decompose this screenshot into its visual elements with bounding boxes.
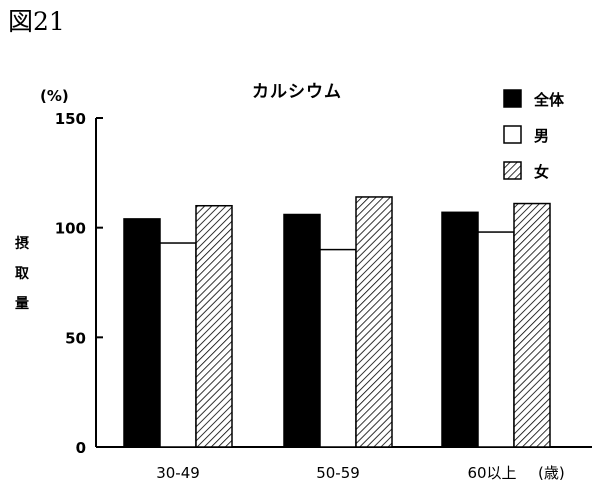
figure-label: 図21 [8, 7, 65, 36]
legend-label: 全体 [533, 91, 565, 109]
y-unit: (%) [40, 87, 69, 105]
y-axis-label-char: 摂 [15, 235, 29, 252]
y-axis-label-char: 量 [15, 296, 29, 312]
bar-male [477, 231, 515, 448]
legend-swatch [503, 125, 522, 144]
y-axis-label-char: 取 [15, 266, 30, 282]
legend-label: 男 [534, 127, 549, 145]
y-axis-label: 摂取量 [15, 235, 30, 312]
bar-total [123, 218, 161, 448]
y-tick-label: 150 [55, 110, 86, 128]
bar-female [513, 202, 551, 448]
x-tick-label: 50-59 [316, 464, 360, 482]
y-tick-label: 0 [76, 439, 86, 457]
x-unit: (歳) [538, 464, 565, 482]
bar-male [159, 242, 197, 448]
bar-total [283, 213, 321, 448]
chart-title: カルシウム [252, 82, 342, 102]
bar-male [319, 248, 357, 448]
legend-swatch [503, 89, 522, 108]
y-ticks: 0 50 100 150 [55, 110, 103, 457]
x-tick-label: 30-49 [156, 464, 200, 482]
bar-total [441, 211, 479, 448]
legend-label: 女 [534, 163, 549, 181]
x-tick-label: 60以上 [467, 464, 516, 482]
y-tick-label: 100 [55, 220, 86, 238]
bar-female [355, 196, 393, 448]
y-tick-label: 50 [65, 329, 86, 347]
bar-female [195, 204, 233, 448]
bars [123, 196, 551, 448]
x-ticks: 30-49 50-59 60以上 [156, 464, 516, 482]
legend-swatch [503, 161, 522, 180]
